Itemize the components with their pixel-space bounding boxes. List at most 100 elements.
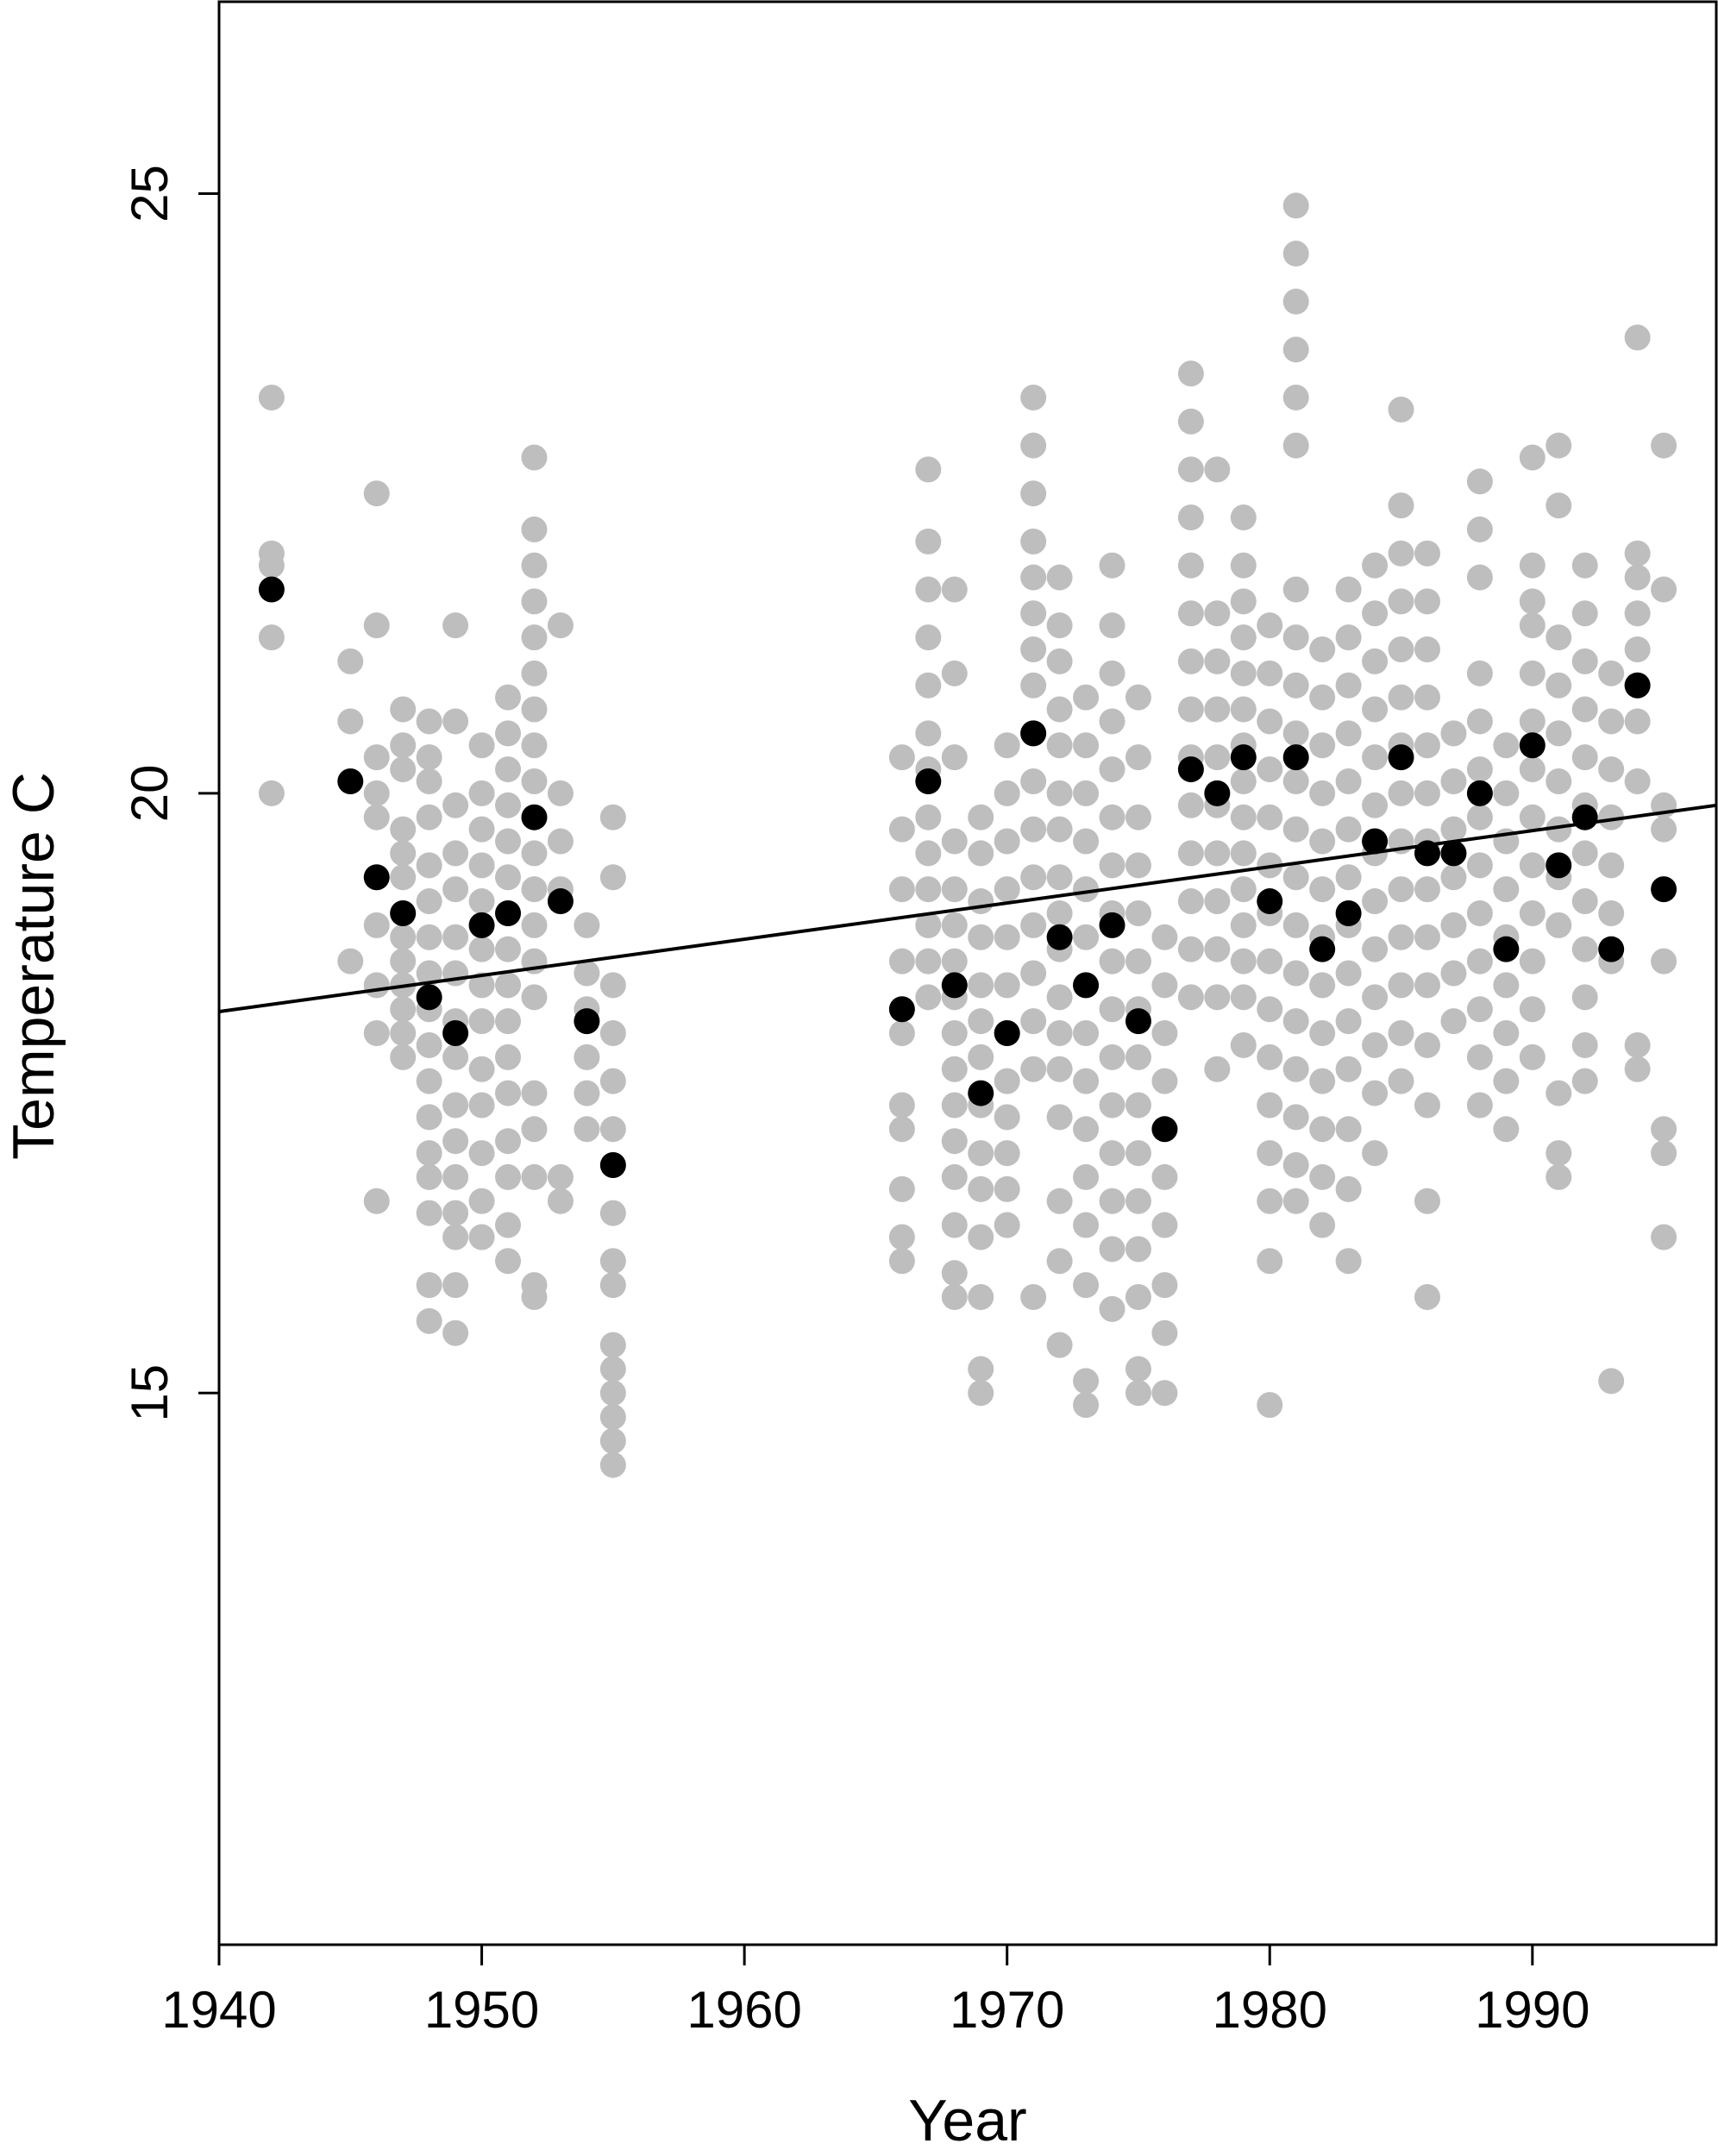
trend-line-group [218, 803, 1717, 1013]
observation-point [1177, 552, 1204, 579]
observation-point [547, 828, 574, 855]
observation-point [1177, 648, 1204, 674]
observation-point [1230, 876, 1257, 903]
observation-point [1073, 1368, 1100, 1395]
observation-point [468, 1140, 495, 1167]
observation-point [495, 684, 522, 711]
observation-point [1362, 744, 1389, 771]
observation-point [1099, 612, 1125, 639]
observation-point [1073, 1392, 1100, 1419]
observation-point [1099, 708, 1125, 735]
observation-point [416, 744, 442, 771]
observation-point [390, 1044, 417, 1070]
observation-point [1257, 1392, 1283, 1419]
observation-point [994, 1212, 1020, 1238]
observation-point [1309, 828, 1336, 855]
observation-point [1546, 1080, 1572, 1106]
observation-point [416, 1272, 442, 1299]
observation-point [1282, 816, 1309, 843]
observation-point [1440, 720, 1467, 747]
observation-point [941, 744, 968, 771]
observation-point [1388, 780, 1414, 806]
annual-mean-point [1466, 780, 1493, 806]
annual-mean-point [390, 899, 417, 926]
observation-point [599, 1068, 626, 1094]
observation-point [1151, 1212, 1178, 1238]
observation-point [1125, 804, 1151, 830]
observation-point [1046, 1056, 1073, 1082]
observation-point [258, 624, 285, 651]
observation-point [888, 1224, 915, 1250]
observation-point [1440, 768, 1467, 794]
observation-point [363, 1188, 390, 1214]
observation-point [1020, 672, 1047, 699]
observation-point [1335, 576, 1362, 603]
observation-point [1466, 564, 1493, 591]
observation-point [941, 660, 968, 686]
observation-point [1230, 768, 1257, 794]
observation-point [1073, 780, 1100, 806]
observation-point [1493, 876, 1520, 903]
observation-point [1099, 756, 1125, 783]
observation-point [521, 1163, 548, 1190]
observation-point [521, 588, 548, 615]
observation-point [390, 696, 417, 723]
observation-point [1651, 1224, 1677, 1250]
observation-point [1020, 912, 1047, 938]
observation-point [1362, 552, 1389, 579]
observation-point [968, 1224, 994, 1250]
observation-point [1151, 1163, 1178, 1190]
observation-point [968, 804, 994, 830]
observation-point [1073, 732, 1100, 759]
observation-point [495, 720, 522, 747]
observation-point [1282, 768, 1309, 794]
observation-point [363, 612, 390, 639]
observation-point [1125, 852, 1151, 879]
observation-point [941, 1092, 968, 1119]
observation-point [941, 1284, 968, 1310]
observation-point [1519, 708, 1546, 735]
y-axis-title: Temperature C [1, 772, 66, 1160]
observation-point [1020, 1056, 1047, 1082]
observation-point [1177, 360, 1204, 387]
y-axis: 15 20 25 [121, 165, 221, 1422]
observation-point [1099, 1044, 1125, 1070]
observation-point [1020, 1008, 1047, 1035]
observation-point [363, 804, 390, 830]
observation-point [1099, 1188, 1125, 1214]
observation-point [1362, 600, 1389, 627]
observation-point [468, 1092, 495, 1119]
observation-point [468, 1188, 495, 1214]
observation-point [1073, 1212, 1100, 1238]
observation-point [599, 1356, 626, 1382]
observation-point [1519, 804, 1546, 830]
observation-point [994, 1104, 1020, 1131]
observation-point [390, 864, 417, 891]
observation-point [1125, 1140, 1151, 1167]
observation-point [390, 756, 417, 783]
observation-point [888, 816, 915, 843]
observation-point [1598, 756, 1625, 783]
observation-point [1282, 960, 1309, 987]
observation-point [521, 840, 548, 867]
observation-point [468, 1224, 495, 1250]
observation-point [416, 1068, 442, 1094]
observation-point [521, 768, 548, 794]
observation-point [1519, 1044, 1546, 1070]
annual-mean-point [1151, 1116, 1178, 1143]
observation-point [442, 840, 469, 867]
observation-point [1282, 288, 1309, 315]
observation-point [1020, 600, 1047, 627]
observation-point [1571, 648, 1598, 674]
observation-point [1125, 1284, 1151, 1310]
annual-mean-point [442, 1020, 469, 1047]
observation-point [1046, 1332, 1073, 1358]
observation-point [363, 912, 390, 938]
observation-point [1519, 899, 1546, 926]
observation-point [1571, 888, 1598, 915]
observation-point [1046, 564, 1073, 591]
observation-point [1598, 899, 1625, 926]
observation-point [495, 828, 522, 855]
observation-point [968, 888, 994, 915]
